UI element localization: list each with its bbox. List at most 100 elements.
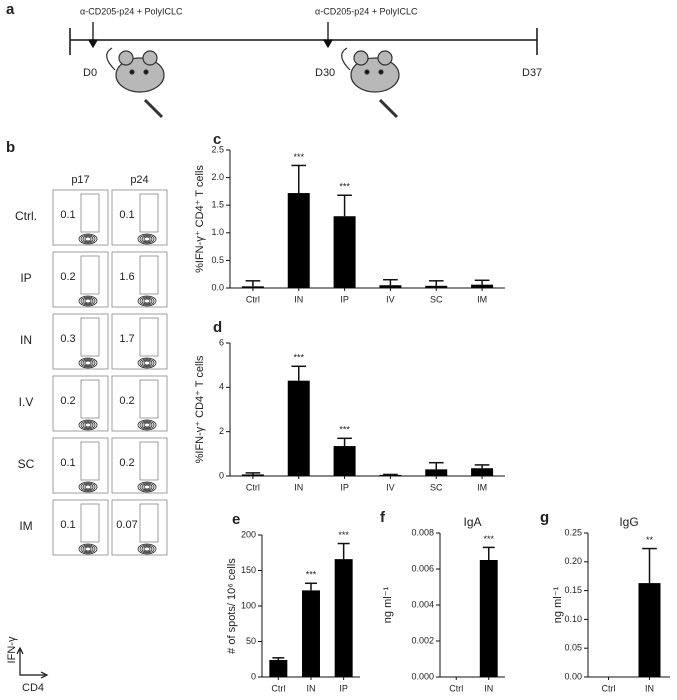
y-tick-label: 0.000 [411,671,434,681]
density-contour [78,233,98,245]
density-contour [78,357,98,369]
gate [80,255,100,295]
mouse-icon [106,47,400,119]
row-label: IM [19,519,32,533]
bar [425,285,448,288]
panel-label: e [232,511,240,528]
bar [425,469,448,476]
density-contour [78,543,98,555]
gate-value: 0.2 [60,395,75,407]
x-tick-label: IP [339,683,348,693]
panel-label: d [213,319,222,336]
density-contour [141,359,153,367]
density-contour [84,484,92,490]
event-text: α-CD205-p24 + PolyICLC [315,6,418,16]
x-tick-label: IM [477,482,487,492]
x-tick-label: IN [645,683,654,693]
density-contour [80,234,96,244]
density-contour [80,482,96,492]
plot-frame [52,375,109,432]
x-tick-label: SC [430,482,443,492]
gate [139,441,159,481]
gate [139,193,159,233]
bar [302,590,320,677]
density-contour [137,233,157,245]
density-contour [137,295,157,307]
density-contour [143,360,151,366]
panel-label: b [6,139,15,156]
gate-value: 0.1 [60,457,75,469]
gate-value: 0.2 [119,457,134,469]
y-tick-label: 0.008 [411,527,434,537]
y-tick-label: 0.20 [564,556,582,566]
day-label: D0 [83,67,97,79]
density-contour [84,236,92,242]
density-contour [143,298,151,304]
y-tick-label: 0 [251,671,256,681]
density-contour [78,295,98,307]
x-tick-label: SC [430,294,443,304]
x-tick-label: Ctrl [602,683,616,693]
significance: *** [339,182,350,192]
density-contour [143,484,151,490]
x-tick-label: Ctrl [271,683,285,693]
density-contour [84,298,92,304]
significance: *** [338,530,349,540]
panel-label: c [213,131,221,148]
density-contour [137,543,157,555]
plot-frame [111,499,168,556]
gate-value: 0.1 [60,209,75,221]
plot-frame [111,251,168,308]
density-contour [80,296,96,306]
gate [139,503,159,543]
y-tick-label: 200 [241,529,256,539]
gate-value: 0.07 [116,519,137,531]
density-contour [139,420,155,430]
y-tick-label: 50 [246,636,256,646]
significance: *** [293,152,304,162]
x-tick-label: IP [340,294,349,304]
y-tick-label: 1.0 [211,227,224,237]
y-tick-label: 0.004 [411,599,434,609]
density-contour [137,419,157,431]
significance: *** [306,570,317,580]
bar [379,474,402,476]
gate [80,441,100,481]
significance: *** [293,353,304,363]
density-contour [80,420,96,430]
row-label: IP [20,271,31,285]
bar [379,285,402,288]
y-axis-label: %IFN-γ⁺ CD4⁺ T cells [194,355,206,463]
y-tick-label: 150 [241,565,256,575]
density-contour [141,297,153,305]
density-contour [141,483,153,491]
bar [287,193,310,288]
significance: *** [483,534,494,544]
density-contour [139,296,155,306]
x-tick-label: IN [307,683,316,693]
bar [471,284,494,288]
column-label: p17 [71,174,89,186]
arrow [87,22,334,49]
density-contour [82,545,94,553]
gate-value: 0.1 [60,519,75,531]
plot-frame [111,375,168,432]
bar [334,559,353,677]
density-contour [84,360,92,366]
x-tick-label: IN [484,683,493,693]
y-axis-label: ng ml⁻¹ [382,586,394,623]
y-tick-label: 0 [219,470,224,480]
bar [241,286,264,288]
y-tick-label: 0.002 [411,635,434,645]
density-contour [80,358,96,368]
x-tick-label: Ctrl [246,294,260,304]
panel-label: g [540,509,549,526]
density-contour [139,234,155,244]
density-contour [137,357,157,369]
y-tick-label: 100 [241,600,256,610]
y-tick-label: 1.5 [211,200,224,210]
plot-frame [111,189,168,246]
density-contour [143,422,151,428]
y-axis-label: ng ml⁻¹ [552,586,564,623]
density-contour [139,358,155,368]
